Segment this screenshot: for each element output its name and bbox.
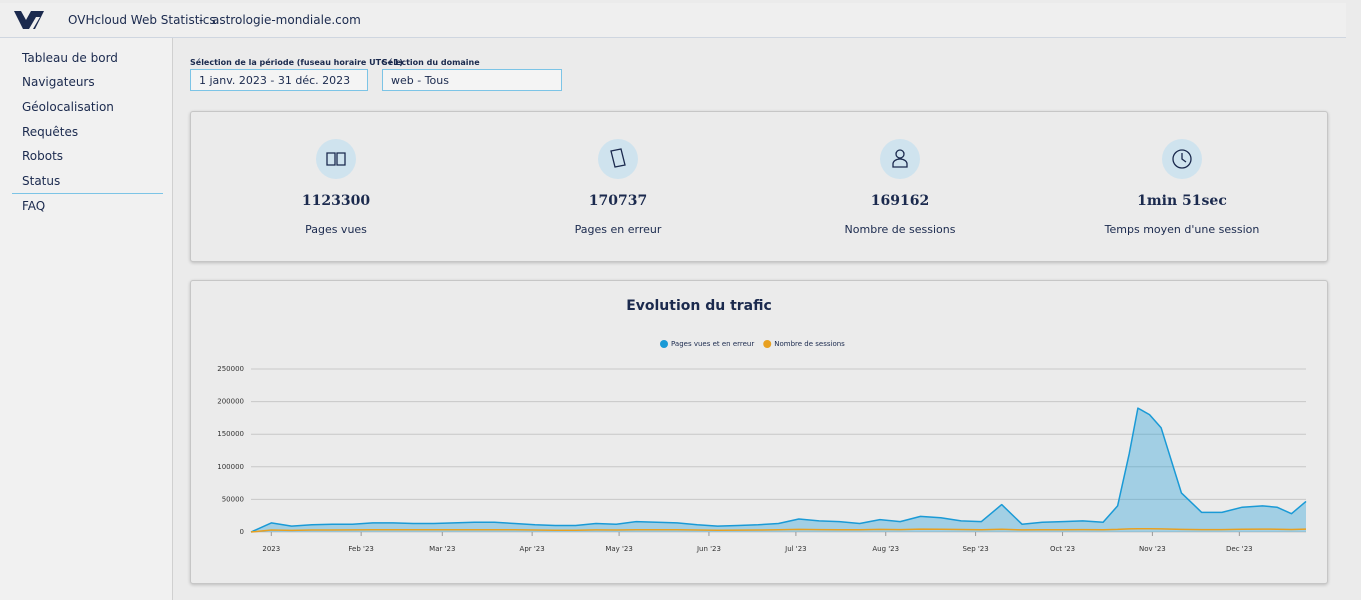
nav-item[interactable]: Robots [22, 149, 64, 163]
stat: 169162 Nombre de sessions [780, 139, 1020, 236]
y-tick-label: 50000 [222, 495, 244, 503]
legend-swatch [763, 340, 772, 348]
x-tick-label: Aug '23 [872, 545, 899, 553]
nav-item[interactable]: Navigateurs [22, 75, 95, 89]
stat: 170737 Pages en erreur [498, 139, 738, 236]
stat-label: Pages en erreur [574, 223, 662, 236]
series-line [250, 407, 1307, 533]
x-tick-label: Feb '23 [348, 545, 373, 553]
nav-item[interactable]: Status [22, 174, 61, 188]
chart-title: Evolution du trafic [626, 298, 772, 314]
x-tick-label: May '23 [605, 545, 633, 553]
sidebar: Tableau de bord Navigateurs Géolocalisat… [0, 38, 173, 600]
legend-swatch [660, 340, 668, 348]
domain-select[interactable]: web - Tous [382, 69, 562, 91]
period-input[interactable]: 1 janv. 2023 - 31 déc. 2023 [190, 69, 368, 91]
x-tick-label: Apr '23 [520, 545, 545, 553]
x-tick-label: Oct '23 [1050, 545, 1075, 553]
stat-value: 170737 [588, 193, 648, 209]
stat: 1123300 Pages vues [216, 139, 456, 236]
x-tick-label: Jul '23 [784, 545, 807, 553]
legend-label: Nombre de sessions [774, 340, 845, 348]
stats-card: 1123300 Pages vues 170737 Pages en erreu… [190, 111, 1328, 262]
x-tick-label: Mar '23 [429, 545, 455, 553]
filter-label: Sélection de la période (fuseau horaire … [190, 58, 403, 67]
y-tick-label: 150000 [217, 430, 244, 438]
stat-value: 1min 51sec [1137, 193, 1227, 209]
nav-item[interactable]: Tableau de bord [22, 51, 118, 65]
x-tick-label: 2023 [262, 545, 280, 553]
nav-item[interactable]: FAQ [22, 199, 46, 213]
header: OVHcloud Web Statistics - astrologie-mon… [0, 3, 1346, 38]
series-line [250, 527, 1307, 533]
stat-value: 1123300 [301, 193, 371, 209]
y-tick-label: 100000 [217, 463, 244, 471]
brand: OVHcloud Web Statistics [68, 13, 216, 27]
logo[interactable] [12, 9, 46, 31]
stat-icon [316, 139, 356, 179]
site: astrologie-mondiale.com [212, 13, 361, 27]
stat-icon [880, 139, 920, 179]
x-tick-label: Nov '23 [1139, 545, 1166, 553]
nav-item[interactable]: Géolocalisation [22, 100, 114, 114]
stat-label: Temps moyen d'une session [1104, 223, 1260, 236]
legend-label: Pages vues et en erreur [671, 340, 754, 348]
y-tick-label: 200000 [217, 398, 244, 406]
stat-icon [598, 139, 638, 179]
stat-label: Pages vues [305, 223, 367, 236]
x-tick-label: Dec '23 [1226, 545, 1253, 553]
nav-divider [12, 193, 163, 194]
separator: - [199, 13, 204, 27]
stat-icon [1162, 139, 1202, 179]
y-tick-label: 0 [240, 528, 244, 536]
area [251, 408, 1306, 532]
chart-card: Evolution du trafic 0 50000 100000 150000 20… [190, 280, 1328, 584]
chart: Evolution du trafic 0 50000 100000 150000 20… [217, 298, 1307, 553]
stat: 1min 51sec Temps moyen d'une session [1062, 139, 1302, 236]
x-tick-label: Jun '23 [696, 545, 721, 553]
y-tick-label: 250000 [217, 365, 244, 373]
stat-label: Nombre de sessions [844, 223, 956, 236]
stat-value: 169162 [870, 193, 930, 209]
nav-item[interactable]: Requêtes [22, 125, 79, 139]
x-tick-label: Sep '23 [962, 545, 988, 553]
filter-label: Sélection du domaine [382, 58, 480, 67]
